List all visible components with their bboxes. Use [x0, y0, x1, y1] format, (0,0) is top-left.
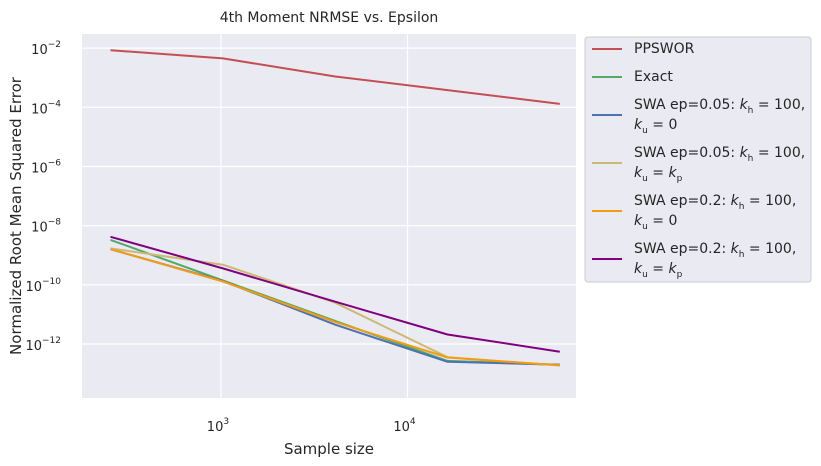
legend-box	[584, 36, 812, 283]
legend-label: Exact	[634, 69, 673, 85]
legend-label: PPSWOR	[634, 41, 695, 57]
y-tick-label: 10−10	[25, 277, 61, 295]
legend-label: SWA ep=0.2: kh = 100,	[634, 193, 796, 212]
y-axis-ticks: 10−2 10−4 10−6 10−8 10−10 10−12	[25, 40, 61, 354]
y-tick-label: 10−8	[31, 218, 61, 236]
grid	[82, 34, 576, 398]
plot-area	[82, 34, 576, 398]
legend-label: ku = kp	[634, 165, 683, 184]
x-axis-label: Sample size	[284, 440, 374, 458]
legend-label: ku = 0	[634, 213, 677, 232]
legend-label: ku = 0	[634, 117, 677, 136]
x-axis-ticks: 103 104	[207, 417, 416, 435]
series-line-swa-ep-0-2-k-h-100-k-u-0	[110, 248, 560, 367]
legend-label: SWA ep=0.2: kh = 100,	[634, 241, 796, 260]
series-line-swa-ep-0-2-k-h-100-k-u-k-p	[110, 235, 560, 353]
y-tick-label: 10−12	[25, 336, 61, 354]
x-tick-label: 104	[393, 417, 416, 435]
y-tick-label: 10−6	[31, 158, 61, 176]
chart-title: 4th Moment NRMSE vs. Epsilon	[220, 10, 439, 26]
legend-label: ku = kp	[634, 261, 683, 280]
y-tick-label: 10−2	[31, 40, 61, 58]
y-tick-label: 10−4	[31, 99, 61, 117]
series-lines	[110, 49, 560, 367]
legend-label: SWA ep=0.05: kh = 100,	[634, 97, 805, 116]
series-line-ppswor	[110, 49, 560, 105]
y-axis-label: Normalized Root Mean Squared Error	[7, 76, 25, 355]
x-tick-label: 103	[207, 417, 229, 435]
legend-label: SWA ep=0.05: kh = 100,	[634, 145, 805, 164]
